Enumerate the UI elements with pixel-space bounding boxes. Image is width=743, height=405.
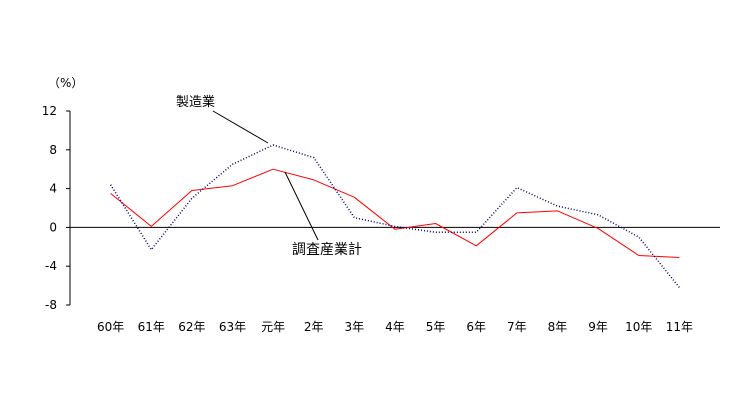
x-tick-label: 6年 — [466, 320, 486, 334]
x-tick-label: 5年 — [426, 320, 446, 334]
series-line — [109, 144, 680, 288]
x-tick-label: 7年 — [507, 320, 527, 334]
x-tick-label: 10年 — [625, 320, 652, 334]
axes: -8 -4 0 4 8 12 60年 61年 62年 63年 元年 2年 3年 4年 5年 6年 7年 8年 9年 1… — [42, 104, 720, 334]
y-tick-label: -8 — [45, 298, 57, 312]
callout-leader-manufacturing — [212, 110, 269, 144]
series-all-industries — [110, 168, 680, 258]
y-tick-label: -4 — [45, 259, 57, 273]
x-tick-label: 11年 — [666, 320, 693, 334]
callout-leader-all-industries — [284, 171, 319, 241]
y-axis-unit-label: （%） — [48, 76, 83, 90]
x-tick-label: 62年 — [178, 320, 205, 334]
callout-label-manufacturing: 製造業 — [176, 94, 215, 110]
data-point — [597, 213, 600, 216]
series-group — [109, 144, 680, 288]
x-tick-label: 3年 — [345, 320, 365, 334]
x-tick-label: 9年 — [588, 320, 608, 334]
x-tick-label: 2年 — [304, 320, 324, 334]
y-tick-label: 8 — [49, 143, 57, 157]
x-tick-label: 8年 — [548, 320, 568, 334]
callout-label-all-industries: 調査産業計 — [292, 242, 362, 258]
series-manufacturing — [109, 144, 680, 288]
x-tick-label: 60年 — [97, 320, 124, 334]
y-tick-label: 4 — [49, 182, 57, 196]
x-tick-label: 4年 — [385, 320, 405, 334]
x-tick-label: 61年 — [138, 320, 165, 334]
series-line — [110, 168, 680, 258]
y-tick-label: 12 — [42, 104, 57, 118]
x-tick-label: 元年 — [261, 320, 285, 334]
x-tick-label: 63年 — [219, 320, 246, 334]
y-tick-label: 0 — [49, 220, 57, 234]
